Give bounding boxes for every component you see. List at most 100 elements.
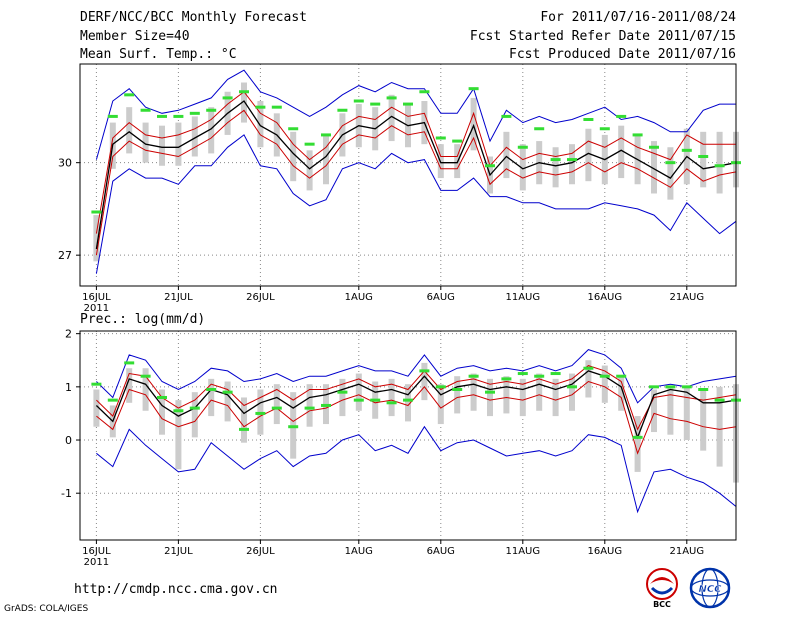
- x-tick-label: 16JUL: [82, 292, 111, 303]
- spread-bar: [716, 386, 723, 467]
- observed-marker: [91, 210, 102, 214]
- spread-bar: [191, 116, 198, 157]
- spread-bar: [470, 373, 477, 411]
- x-tick-label: 16AUG: [587, 292, 622, 303]
- x-tick-label: 11AUG: [505, 546, 540, 557]
- footer-url[interactable]: http://cmdp.ncc.cma.gov.cn: [74, 582, 278, 597]
- spread-bar: [93, 215, 100, 262]
- upper-quartile-line: [96, 365, 737, 431]
- x-tick-label: 16AUG: [587, 546, 622, 557]
- spread-bar: [224, 381, 231, 422]
- spread-bar: [569, 144, 575, 185]
- forecast-period: For 2011/07/16-2011/08/24: [540, 10, 736, 25]
- observed-marker: [616, 114, 627, 118]
- observed-marker: [403, 398, 413, 402]
- spread-bar: [503, 376, 510, 414]
- y-tick-label: 0: [65, 434, 72, 447]
- observed-marker: [616, 374, 627, 378]
- observed-marker: [632, 133, 643, 137]
- observed-marker: [239, 427, 249, 431]
- observed-marker: [599, 374, 610, 378]
- x-tick-label: 21JUL: [164, 546, 193, 557]
- observed-marker: [271, 105, 282, 109]
- spread-bar: [503, 131, 510, 179]
- observed-marker: [107, 398, 118, 402]
- spread-bar: [634, 416, 641, 472]
- observed-marker: [189, 111, 200, 115]
- spread-bar: [700, 389, 707, 451]
- observed-marker: [222, 96, 233, 100]
- observed-marker: [288, 127, 299, 131]
- spread-bar: [667, 386, 674, 435]
- mean-line: [95, 370, 737, 440]
- observed-marker: [419, 369, 430, 373]
- spread-bar: [651, 141, 657, 194]
- ensemble-min-line: [95, 134, 737, 274]
- spread-bar: [683, 386, 690, 441]
- observed-marker: [583, 366, 594, 370]
- observed-marker: [435, 385, 446, 389]
- bcc-logo: BCC: [646, 568, 678, 609]
- spread-bar: [126, 368, 133, 403]
- x-tick-label: 11AUG: [505, 292, 540, 303]
- spread-bar: [175, 400, 182, 470]
- observed-marker: [386, 401, 397, 405]
- observed-marker: [140, 108, 151, 112]
- observed-marker: [337, 390, 348, 394]
- spread-bar: [437, 384, 444, 425]
- x-tick-label: 21JUL: [164, 292, 193, 303]
- x-tick-year: 2011: [84, 303, 109, 314]
- observed-marker: [599, 127, 610, 131]
- observed-marker: [517, 372, 528, 376]
- x-tick-label: 26JUL: [246, 546, 275, 557]
- spread-bar: [569, 373, 575, 411]
- spread-bar: [421, 362, 428, 401]
- spread-bar: [306, 384, 313, 427]
- observed-marker: [157, 395, 167, 399]
- observed-marker: [255, 411, 266, 415]
- spread-bar: [667, 147, 674, 200]
- spread-bar: [585, 360, 592, 398]
- observed-marker: [468, 87, 479, 91]
- observed-marker: [370, 102, 381, 106]
- observed-marker: [517, 145, 528, 149]
- observed-marker: [485, 390, 495, 394]
- spread-bar: [585, 128, 592, 182]
- x-tick-label: 16JUL: [82, 546, 111, 557]
- observed-marker: [485, 164, 495, 168]
- y-tick-label: 1: [65, 381, 72, 394]
- observed-marker: [304, 142, 315, 146]
- spread-bar: [700, 131, 707, 188]
- spread-bar: [93, 389, 100, 427]
- observed-marker: [353, 398, 364, 402]
- observed-marker: [239, 90, 249, 94]
- spread-bar: [519, 378, 526, 417]
- observed-marker: [681, 148, 692, 152]
- spread-bar: [323, 134, 329, 185]
- spread-bar: [651, 389, 657, 433]
- x-tick-year: 2011: [84, 557, 109, 568]
- spread-bar: [159, 389, 165, 435]
- grads-credit: GrADS: COLA/IGES: [4, 604, 89, 614]
- spread-bar: [519, 144, 526, 191]
- observed-marker: [403, 102, 413, 106]
- x-tick-label: 1AUG: [345, 292, 373, 303]
- mean-line: [95, 100, 737, 250]
- observed-marker: [632, 435, 643, 439]
- y-tick-label: 30: [58, 157, 72, 170]
- spread-bar: [618, 125, 625, 179]
- observed-marker: [206, 108, 217, 112]
- observed-marker: [222, 390, 233, 394]
- observed-marker: [698, 387, 709, 391]
- x-tick-label: 6AUG: [427, 292, 455, 303]
- member-size: Member Size=40: [80, 29, 190, 44]
- refer-date: Fcst Started Refer Date 2011/07/15: [469, 29, 736, 44]
- produced-date: Fcst Produced Date 2011/07/16: [509, 47, 736, 62]
- observed-marker: [583, 118, 594, 121]
- spread-bar: [388, 378, 395, 417]
- spread-bar: [306, 150, 313, 191]
- spread-bar: [601, 365, 608, 403]
- spread-bar: [208, 107, 215, 154]
